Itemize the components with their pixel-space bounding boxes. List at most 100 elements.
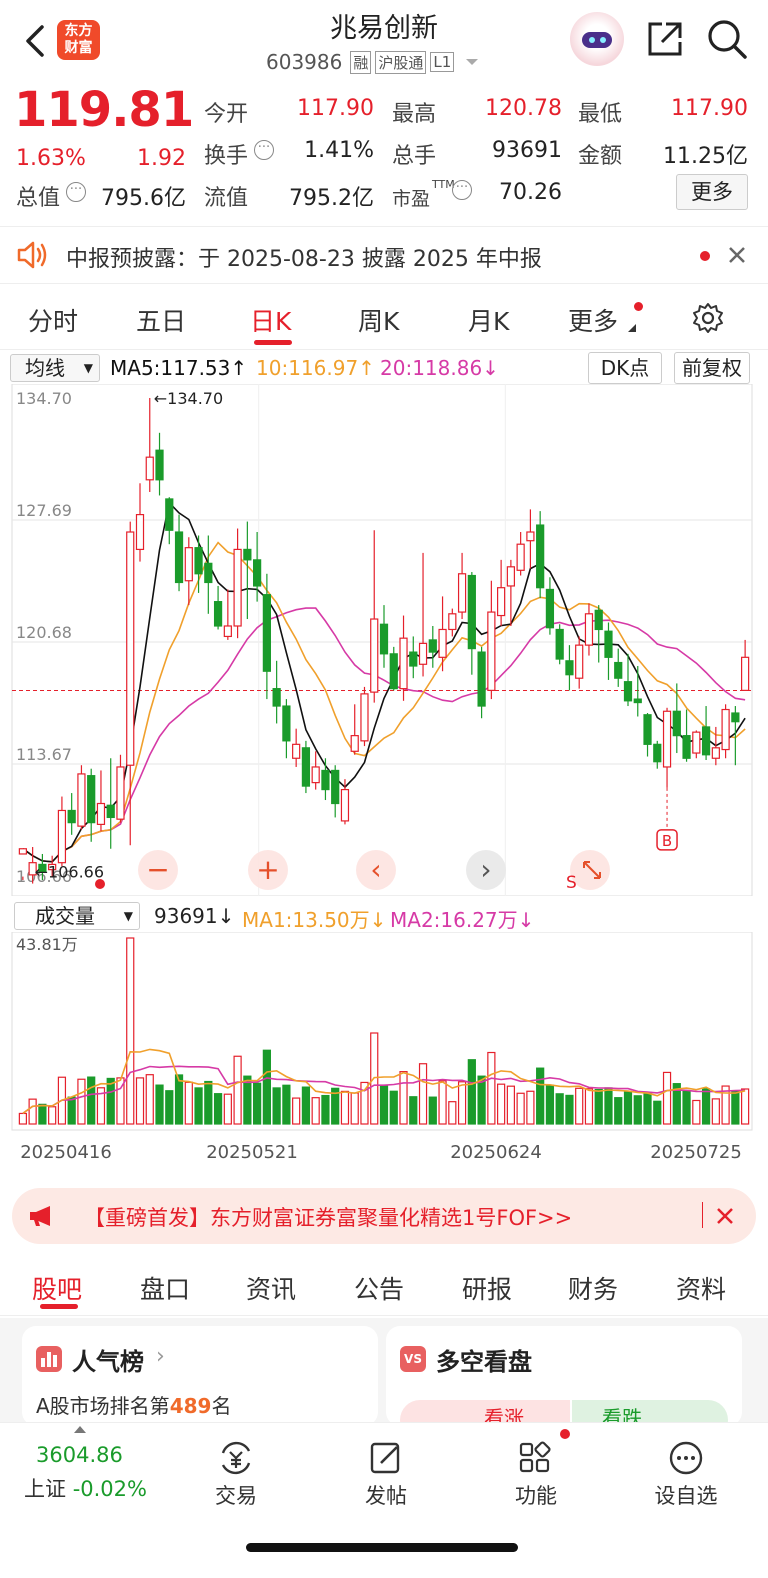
candle-body <box>643 714 652 745</box>
candle-body <box>262 594 271 672</box>
candle-body <box>38 863 47 872</box>
nav-post[interactable]: 发帖 <box>336 1441 436 1510</box>
volume-bar <box>516 1092 525 1125</box>
promo-banner[interactable]: 【重磅首发】东方财富证券富聚量化精选1号FOF>> <box>12 1188 756 1244</box>
candle-body <box>96 802 106 825</box>
volume-bar <box>623 1090 633 1125</box>
low-value: 117.90 <box>671 96 748 121</box>
candle-body <box>213 601 223 627</box>
scroll-right-icon[interactable]: › <box>466 850 506 890</box>
tab-monthly-k[interactable]: 月K <box>468 307 510 336</box>
popularity-card[interactable]: 人气榜 › A股市场排名第489名 <box>22 1326 378 1426</box>
nav-trade[interactable]: 交易 <box>186 1441 286 1510</box>
tab-research[interactable]: 研报 <box>462 1275 513 1304</box>
close-icon[interactable] <box>716 1207 734 1225</box>
candlestick-chart[interactable]: 134.70127.69120.68113.67106.66←134.70←10… <box>0 384 768 896</box>
candle-body <box>116 766 125 820</box>
zoom-out-icon[interactable]: − <box>138 850 178 890</box>
change-amount: 1.92 <box>137 146 186 171</box>
price-tick-label: 120.68 <box>16 623 72 642</box>
dk-point-button[interactable]: DK点 <box>588 352 662 384</box>
tab-weekly-k[interactable]: 周K <box>358 307 400 336</box>
zoom-in-icon-bg <box>248 850 288 890</box>
bear-label: 看跌 <box>602 1406 642 1426</box>
adjust-button[interactable]: 前复权 <box>674 352 750 384</box>
back-icon[interactable] <box>22 24 48 58</box>
tab-forum[interactable]: 股吧 <box>32 1275 83 1304</box>
nav-watchlist-label: 设自选 <box>654 1484 718 1508</box>
info-icon[interactable]: ··· <box>254 140 274 160</box>
turnover-value: 1.41% <box>304 138 374 163</box>
tab-more[interactable]: 更多 <box>568 307 619 336</box>
ma5-line <box>22 501 746 863</box>
candle-body <box>370 618 379 693</box>
candle-body <box>340 788 350 822</box>
index-line[interactable]: 上证 -0.02% <box>24 1473 147 1503</box>
notice-text: 中报预披露：于 2025-08-23 披露 2025 年中报 <box>66 247 542 272</box>
bull-button[interactable]: 看涨 <box>400 1400 570 1426</box>
volume-bar <box>467 1059 476 1125</box>
close-icon[interactable] <box>728 246 746 264</box>
candle-body <box>653 743 662 763</box>
tab-order-book[interactable]: 盘口 <box>140 1275 191 1304</box>
scroll-left-icon[interactable]: ‹ <box>356 850 396 890</box>
volume-bar <box>409 1096 418 1125</box>
index-value[interactable]: 3604.86 <box>36 1443 123 1467</box>
disclosure-notice[interactable]: 中报预披露：于 2025-08-23 披露 2025 年中报 <box>0 226 768 284</box>
tab-daily-k[interactable]: 日K <box>250 307 292 336</box>
tab-announcements[interactable]: 公告 <box>354 1275 405 1304</box>
unread-dot <box>560 1429 570 1439</box>
candle-body <box>389 653 398 690</box>
volume-ma2: MA2:16.27万↓ <box>390 908 535 932</box>
volume-bar <box>399 1071 408 1125</box>
date-tick-label: 20250416 <box>20 1142 112 1163</box>
candle-body <box>701 726 711 756</box>
candle-body <box>253 559 262 587</box>
candle-body <box>350 735 359 752</box>
tab-five-day[interactable]: 五日 <box>136 307 187 336</box>
candle-body <box>184 547 193 582</box>
fullscreen-icon[interactable]: S <box>566 850 610 893</box>
zoom-in-icon[interactable]: + <box>248 850 288 890</box>
edit-post-icon <box>370 1442 400 1474</box>
bear-button[interactable]: 看跌 <box>572 1400 728 1426</box>
candle-body <box>711 747 720 759</box>
ma-selector[interactable]: 均线 ▼ <box>10 354 100 382</box>
sentiment-card[interactable]: VS 多空看盘 看涨 看跌 <box>386 1326 742 1426</box>
tab-profile[interactable]: 资料 <box>676 1275 727 1304</box>
volume-bar <box>614 1097 623 1125</box>
candle-body <box>126 531 135 766</box>
volume-bar <box>389 1090 398 1125</box>
volume-ma1: MA1:13.50万↓ <box>242 908 387 932</box>
volume-bar <box>594 1088 603 1125</box>
volume-bar <box>350 1092 359 1125</box>
volume-bar <box>223 1093 232 1125</box>
volume-bar <box>243 1075 252 1125</box>
dropdown-caret-icon[interactable] <box>464 57 480 67</box>
info-icon[interactable]: ··· <box>66 182 86 202</box>
yuan-exchange-icon <box>221 1441 251 1475</box>
candle-body <box>418 642 428 665</box>
search-icon[interactable] <box>706 18 748 60</box>
nav-watchlist[interactable]: 设自选 <box>636 1441 736 1510</box>
nav-functions[interactable]: 功能 <box>486 1441 586 1510</box>
expand-up-icon[interactable] <box>74 1425 86 1433</box>
tab-intraday[interactable]: 分时 <box>28 307 79 336</box>
date-tick-label: 20250725 <box>650 1142 742 1163</box>
tab-news[interactable]: 资讯 <box>246 1275 297 1304</box>
info-icon[interactable]: ··· <box>452 180 472 200</box>
active-tab-indicator <box>40 1304 78 1309</box>
candle-body <box>243 548 252 561</box>
scroll-left-icon-bg <box>356 850 396 890</box>
volume-indicator-selector[interactable]: 成交量 ▼ <box>14 902 140 930</box>
volume-bar <box>604 1087 613 1125</box>
more-button[interactable]: 更多 <box>676 174 748 210</box>
volume-label: 总手 <box>392 144 437 169</box>
popularity-rank-line: A股市场排名第489名 <box>36 1390 231 1419</box>
tab-financials[interactable]: 财务 <box>568 1275 619 1304</box>
assistant-avatar-icon[interactable] <box>570 12 624 66</box>
settings-gear-icon[interactable] <box>692 302 724 334</box>
share-icon[interactable] <box>646 20 684 58</box>
candle-body <box>360 693 369 742</box>
volume-bar <box>165 1090 174 1125</box>
